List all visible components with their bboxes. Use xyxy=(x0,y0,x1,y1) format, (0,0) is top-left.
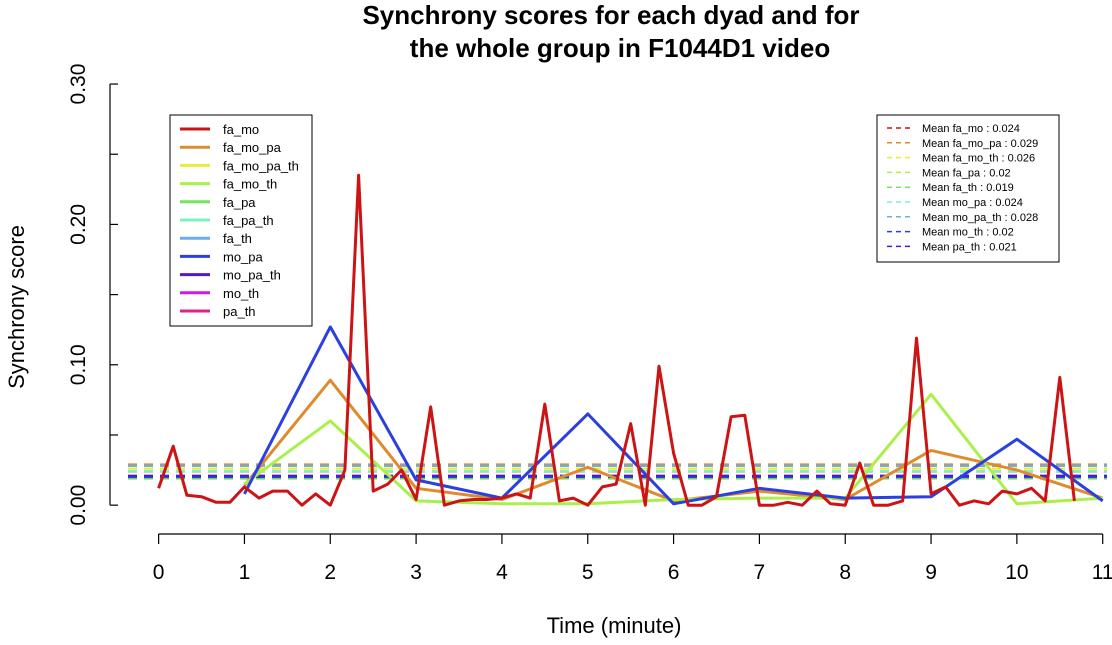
legend-label: mo_pa xyxy=(223,249,264,264)
series-line-fa_mo xyxy=(157,173,1076,507)
y-tick-label: 0.30 xyxy=(67,64,90,105)
series-legend-box xyxy=(169,114,313,327)
chart-title-line1: Synchrony scores for each dyad and for xyxy=(362,0,859,30)
x-axis-ticks: 0 1 2 3 4 5 6 7 8 9 10 11 xyxy=(153,533,1112,584)
y-axis-label: Synchrony score xyxy=(4,225,29,389)
series-lines xyxy=(157,173,1104,507)
legend-label: fa_mo_pa xyxy=(223,140,282,155)
legend-label: pa_th xyxy=(223,304,256,319)
legend-label: fa_pa xyxy=(223,195,256,210)
legend-label: fa_mo xyxy=(223,122,259,137)
means-legend-label: Mean pa_th : 0.021 xyxy=(922,241,1017,253)
means-legend: Mean fa_mo : 0.024 Mean fa_mo_pa : 0.029 M… xyxy=(876,114,1060,263)
series-line-mo_pa xyxy=(243,325,1104,506)
x-tick-label: 1 xyxy=(239,561,251,584)
x-tick-label: 8 xyxy=(839,561,851,584)
legend-label: fa_pa_th xyxy=(223,213,274,228)
x-tick-label: 2 xyxy=(324,561,336,584)
chart-title-line2: the whole group in F1044D1 video xyxy=(410,33,830,63)
y-tick-label: 0.10 xyxy=(67,344,90,385)
x-axis-label: Time (minute) xyxy=(547,613,682,638)
legend-label: mo_pa_th xyxy=(223,268,281,283)
legend-label: fa_mo_th xyxy=(223,177,277,192)
legend-label: fa_mo_pa_th xyxy=(223,158,299,173)
means-legend-label: Mean fa_mo_pa : 0.029 xyxy=(922,138,1038,150)
series-legend: fa_mo fa_mo_pa fa_mo_pa_th fa_mo_th fa_pa fa_… xyxy=(169,114,313,327)
y-tick-label: 0.20 xyxy=(67,204,90,245)
y-tick-label: 0.00 xyxy=(67,485,90,526)
legend-label: mo_th xyxy=(223,286,259,301)
x-tick-label: 5 xyxy=(582,561,594,584)
means-legend-box xyxy=(876,114,1060,263)
mean-lines xyxy=(128,463,1107,480)
means-legend-label: Mean fa_mo : 0.024 xyxy=(922,123,1020,135)
x-tick-label: 6 xyxy=(668,561,680,584)
series-line-fa_mo_th xyxy=(243,392,1103,506)
x-tick-label: 7 xyxy=(754,561,766,584)
means-legend-label: Mean fa_pa : 0.02 xyxy=(922,167,1011,179)
x-tick-label: 11 xyxy=(1092,561,1112,584)
x-tick-label: 3 xyxy=(410,561,422,584)
x-tick-label: 4 xyxy=(496,561,508,584)
means-legend-label: Mean mo_pa : 0.024 xyxy=(922,197,1023,209)
y-axis-ticks: 0.00 0.10 0.20 0.30 xyxy=(67,64,118,526)
legend-label: fa_th xyxy=(223,231,252,246)
x-tick-label: 0 xyxy=(153,561,165,584)
x-tick-label: 10 xyxy=(1005,561,1028,584)
means-legend-label: Mean fa_mo_th : 0.026 xyxy=(922,153,1035,165)
x-tick-label: 9 xyxy=(925,561,937,584)
means-legend-label: Mean fa_th : 0.019 xyxy=(922,182,1014,194)
means-legend-label: Mean mo_pa_th : 0.028 xyxy=(922,212,1038,224)
means-legend-label: Mean mo_th : 0.02 xyxy=(922,227,1014,239)
